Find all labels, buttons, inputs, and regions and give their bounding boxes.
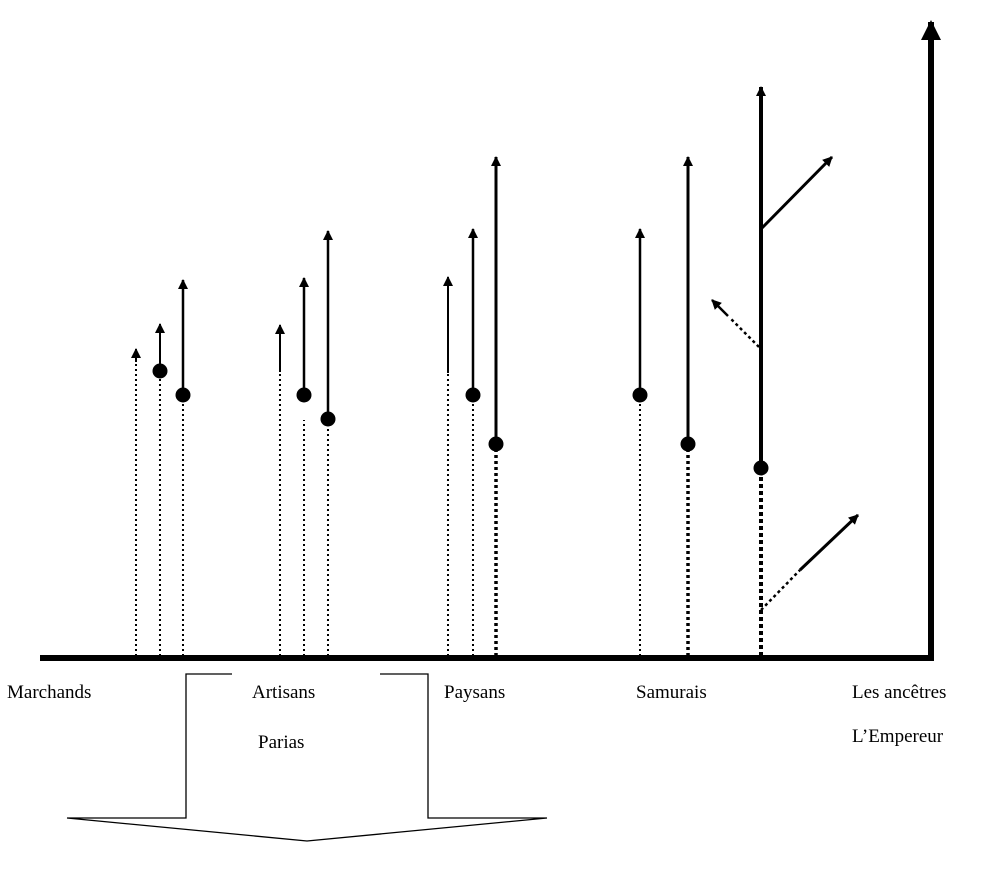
ancestors-group	[711, 86, 860, 656]
label-artisans: Artisans	[252, 682, 316, 703]
branch-left-arrowhead	[711, 299, 729, 317]
label-parias: Parias	[258, 732, 305, 753]
paysans-dot-3	[488, 436, 504, 452]
ancestors-dot	[753, 460, 769, 476]
samurais-dot-1	[632, 387, 648, 403]
samurais-group	[632, 156, 696, 656]
label-marchands: Marchands	[7, 682, 92, 703]
label-empereur: L’Empereur	[852, 726, 944, 747]
branch-lower-arrow	[798, 513, 860, 572]
marchands-dot-2	[152, 363, 168, 379]
branch-dotted-left	[729, 317, 760, 348]
paysans-dot-2	[465, 387, 481, 403]
marchands-group	[131, 279, 191, 656]
label-samurais: Samurais	[636, 682, 707, 703]
label-ancetres: Les ancêtres	[852, 682, 947, 703]
branch-dotted-lower	[760, 569, 801, 611]
label-paysans: Paysans	[444, 682, 506, 703]
artisans-dot-2	[296, 387, 312, 403]
artisans-dot-3	[320, 411, 336, 427]
artisans-group	[275, 230, 336, 656]
parias-down-arrow	[66, 673, 548, 842]
branch-up-right-arrow	[759, 155, 834, 231]
marchands-dot-3	[175, 387, 191, 403]
paysans-group	[443, 156, 504, 656]
samurais-dot-2	[680, 436, 696, 452]
